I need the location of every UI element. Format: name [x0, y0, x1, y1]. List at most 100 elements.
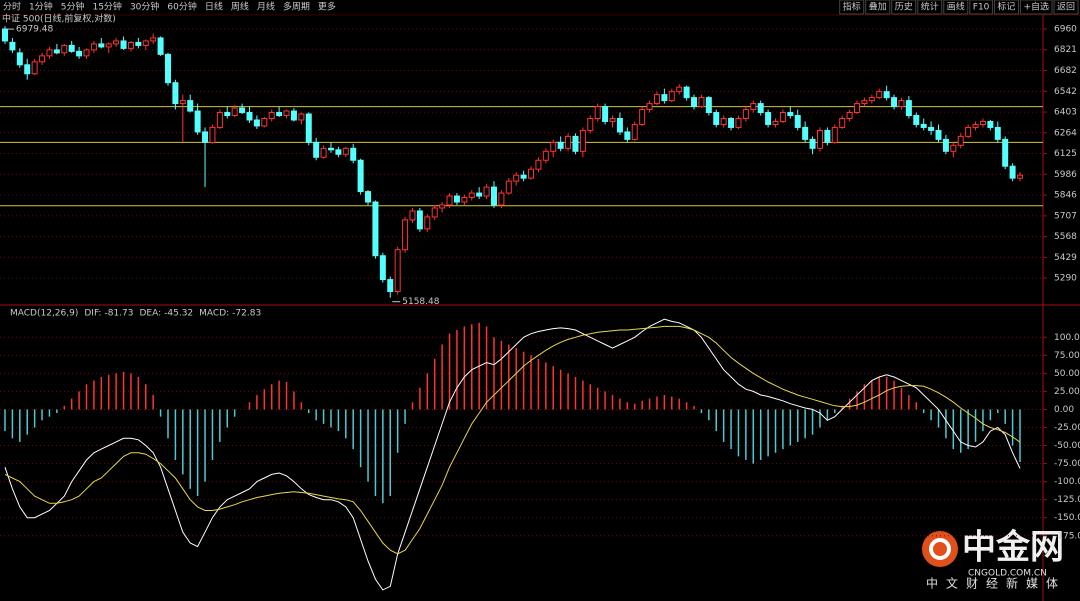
period-tab[interactable]: 30分钟	[130, 1, 159, 13]
candle-body	[342, 147, 349, 155]
toolbar-button[interactable]: 标记	[997, 1, 1015, 13]
y-tick-label: 25.00	[1054, 387, 1080, 397]
candle-body	[127, 41, 134, 49]
y-tick-label: 50.00	[1054, 369, 1080, 379]
period-tab[interactable]: 日线	[205, 1, 223, 13]
candle-body	[572, 135, 579, 152]
button-frame	[993, 0, 1019, 15]
toolbar-button[interactable]: 统计	[921, 1, 939, 13]
toolbar-button[interactable]: 指标	[843, 1, 861, 13]
candle-body	[779, 112, 786, 122]
period-tab[interactable]: 多周期	[283, 1, 310, 13]
candle-body	[772, 120, 779, 125]
toolbar-button[interactable]: 返回	[1057, 1, 1075, 13]
candle-body	[757, 103, 764, 114]
candle-body	[876, 91, 883, 99]
period-tab[interactable]: 月线	[257, 1, 275, 13]
candle-body	[557, 141, 564, 149]
candle-body	[720, 117, 727, 125]
macd-line	[4, 325, 1021, 555]
candle-body	[439, 204, 446, 209]
candle-body	[765, 112, 772, 125]
candle-body	[46, 49, 53, 57]
candle-body	[816, 129, 823, 149]
button-frame	[917, 0, 943, 15]
toolbar-button[interactable]: 叠加	[869, 2, 887, 13]
high-label: 6979.48	[16, 25, 53, 35]
y-tick-label: 6403	[1054, 108, 1077, 118]
candle-body	[142, 40, 149, 46]
candle-body	[39, 55, 46, 63]
candle-body	[602, 106, 609, 122]
toolbar-button[interactable]: 画线	[947, 1, 965, 13]
candle-body	[416, 210, 423, 230]
candle-body	[550, 141, 557, 152]
candle-body	[350, 147, 357, 161]
candle-body	[861, 100, 868, 105]
toolbar-button[interactable]: F10	[973, 3, 990, 13]
period-tab[interactable]: 1分钟	[29, 1, 53, 13]
candle-body	[305, 113, 312, 143]
candle-body	[920, 123, 927, 128]
candle-body	[898, 100, 905, 108]
candle-body	[9, 41, 16, 51]
period-tab[interactable]: 分时	[3, 1, 21, 13]
candle-body	[891, 97, 898, 108]
candle-body	[120, 40, 127, 49]
candle-body	[728, 117, 735, 128]
toolbar-button[interactable]: +自选	[1023, 1, 1049, 13]
logo-circle	[922, 531, 958, 567]
candle-body	[365, 191, 372, 203]
period-tab[interactable]: 5分钟	[61, 1, 85, 13]
candle-body	[831, 126, 838, 143]
candle-body	[824, 129, 831, 143]
button-frame	[969, 0, 993, 15]
candle-body	[83, 49, 90, 57]
candle-body	[327, 147, 334, 151]
candle-body	[2, 28, 8, 42]
period-tab[interactable]: 15分钟	[92, 1, 121, 13]
legend-value: -81.73	[104, 309, 133, 319]
y-tick-label: 100.0	[1054, 333, 1080, 343]
candle-body	[409, 210, 416, 221]
legend-value: -72.83	[232, 309, 261, 319]
candle-body	[913, 115, 920, 125]
candle-body	[179, 100, 186, 105]
toolbar-button[interactable]: 历史	[895, 1, 913, 13]
candle-body	[194, 110, 201, 133]
period-tab[interactable]: 周线	[231, 1, 249, 13]
candle-body	[957, 135, 964, 146]
period-tab[interactable]: 更多	[318, 1, 336, 13]
candle-body	[513, 174, 520, 182]
watermark-tagline: 中文财经新媒体	[926, 576, 1066, 591]
candle-body	[794, 115, 801, 128]
candle-body	[542, 150, 549, 161]
candle-body	[246, 112, 253, 121]
candle-body	[624, 131, 631, 140]
candle-body	[239, 107, 246, 114]
button-frame	[943, 0, 969, 15]
y-tick-label: -25.00	[1054, 423, 1080, 433]
candle-body	[565, 135, 572, 149]
candle-body	[335, 149, 342, 155]
y-tick-label: -125.0	[1054, 495, 1080, 505]
y-tick-label: -100.0	[1054, 477, 1080, 487]
candle-body	[216, 112, 223, 128]
candle-body	[942, 138, 949, 152]
candle-body	[883, 91, 890, 99]
candle-body	[683, 86, 690, 99]
candle-body	[928, 126, 935, 131]
candle-body	[164, 53, 171, 84]
legend-value: -45.32	[164, 309, 193, 319]
candle-body	[535, 159, 542, 170]
candle-body	[713, 112, 720, 125]
candle-body	[505, 180, 512, 194]
candle-body	[987, 120, 994, 128]
period-tab[interactable]: 60分钟	[167, 1, 196, 13]
candle-body	[735, 117, 742, 128]
candle-body	[846, 112, 853, 119]
y-tick-label: 75.00	[1054, 351, 1080, 361]
y-tick-label: 6960	[1054, 25, 1077, 35]
